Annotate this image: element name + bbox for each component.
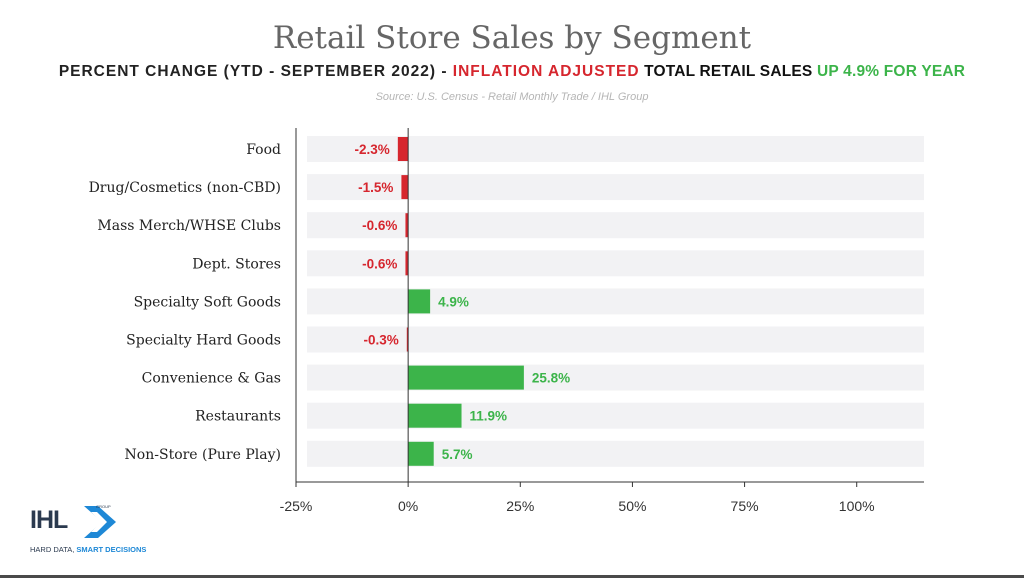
data-label: -1.5% — [358, 180, 393, 195]
bar — [408, 289, 431, 314]
chevron-arrow-icon — [84, 506, 116, 538]
category-label: Mass Merch/WHSE Clubs — [97, 218, 281, 234]
subtitle-separator: - — [436, 63, 453, 80]
data-label: -0.3% — [364, 333, 399, 348]
bar — [408, 365, 524, 390]
bar — [405, 251, 409, 276]
data-label: -0.6% — [362, 256, 397, 271]
category-label: Specialty Soft Goods — [134, 294, 281, 310]
x-tick-label: 0% — [398, 498, 418, 514]
bar-track — [307, 326, 924, 353]
x-tick-label: 50% — [618, 498, 646, 514]
chart-subtitle: PERCENT CHANGE (YTD - SEPTEMBER 2022) - … — [0, 63, 1024, 81]
bar-track — [307, 212, 924, 239]
logo-wordmark: IHL — [30, 506, 68, 534]
bar-track — [307, 364, 924, 391]
data-label: 5.7% — [442, 447, 473, 462]
bar — [405, 213, 409, 238]
bar — [408, 441, 434, 466]
chart-source: Source: U.S. Census - Retail Monthly Tra… — [375, 91, 649, 103]
bar — [408, 403, 462, 428]
data-label: -0.6% — [362, 218, 397, 233]
chart-title: Retail Store Sales by Segment — [272, 20, 752, 56]
bar-track — [307, 174, 924, 201]
category-label: Food — [246, 142, 281, 158]
logo-group-text: GROUP — [96, 504, 111, 509]
tagline-smart-decisions: SMART DECISIONS — [76, 545, 147, 554]
category-label: Restaurants — [195, 409, 281, 425]
bar-track — [307, 440, 924, 467]
x-tick-label: -25% — [280, 498, 313, 514]
x-tick-label: 25% — [506, 498, 534, 514]
data-label: 4.9% — [438, 294, 469, 309]
subtitle-total-retail-sales: TOTAL RETAIL SALES — [639, 63, 813, 80]
x-tick-label: 100% — [839, 498, 875, 514]
x-tick-label: 75% — [731, 498, 759, 514]
subtitle-up-for-year: UP 4.9% FOR YEAR — [812, 63, 966, 80]
ihl-logo: IHL GROUP HARD DATA, SMART DECISIONS — [30, 500, 146, 560]
category-label: Non-Store (Pure Play) — [125, 447, 281, 463]
category-label: Convenience & Gas — [142, 371, 281, 387]
subtitle-period: PERCENT CHANGE (YTD - SEPTEMBER 2022) — [58, 63, 437, 80]
category-label: Specialty Hard Goods — [126, 333, 281, 349]
bar — [406, 327, 409, 352]
logo-tagline: HARD DATA, SMART DECISIONS — [30, 545, 146, 554]
category-label: Drug/Cosmetics (non-CBD) — [89, 180, 281, 196]
bottom-rule — [0, 575, 1024, 578]
bar — [397, 137, 409, 161]
data-label: -2.3% — [355, 142, 390, 157]
tagline-hard-data: HARD DATA, — [30, 545, 77, 554]
bar-track — [307, 250, 924, 277]
subtitle-inflation-adjusted: INFLATION ADJUSTED — [452, 63, 640, 80]
bar-track — [307, 402, 924, 429]
bar-track — [307, 136, 924, 162]
data-label: 25.8% — [532, 371, 570, 386]
bar-track — [307, 288, 924, 315]
category-label: Dept. Stores — [192, 256, 281, 272]
data-label: 11.9% — [470, 409, 508, 424]
bar — [401, 175, 409, 200]
